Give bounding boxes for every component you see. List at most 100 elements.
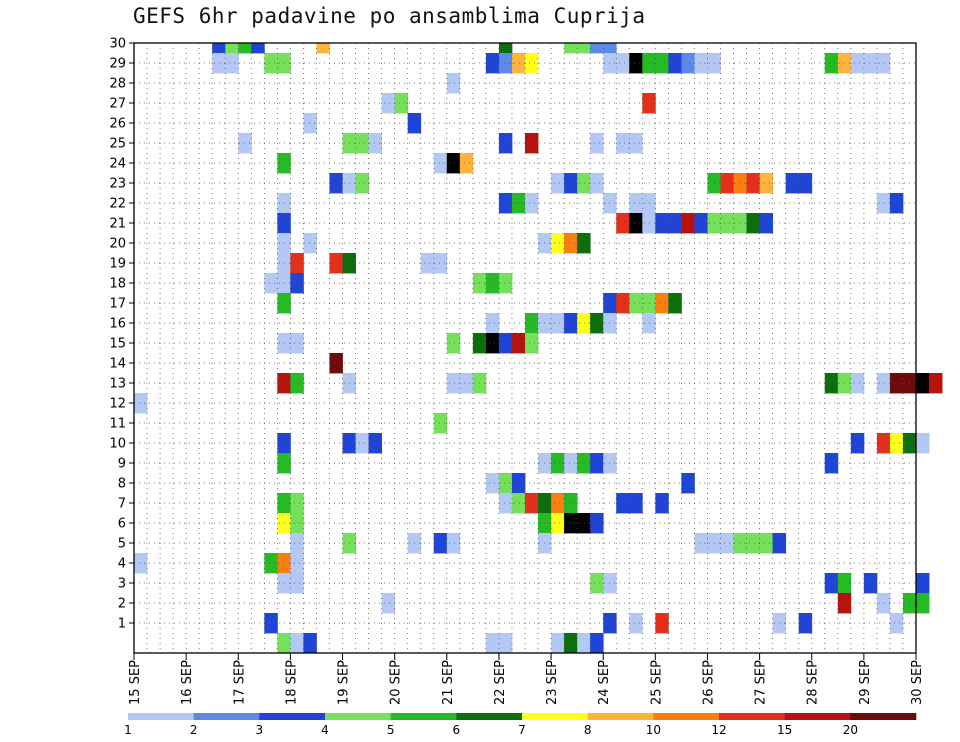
data-cell xyxy=(525,193,539,214)
data-cell xyxy=(616,213,630,234)
colorbar-label: 2 xyxy=(190,723,198,737)
data-cell xyxy=(889,373,904,394)
data-cell xyxy=(694,213,708,234)
data-cell xyxy=(485,473,500,494)
colorbar-label: 8 xyxy=(584,723,592,737)
data-cell xyxy=(459,373,474,394)
data-cell xyxy=(564,233,578,254)
data-cell xyxy=(485,313,500,334)
y-tick-label: 5 xyxy=(118,537,126,552)
data-cell xyxy=(381,593,396,614)
data-cell xyxy=(577,173,591,194)
data-cell xyxy=(290,273,304,294)
colorbar-label: 15 xyxy=(777,723,792,737)
y-tick-label: 7 xyxy=(118,497,126,512)
data-cell xyxy=(329,173,343,194)
y-tick-label: 10 xyxy=(109,437,126,452)
colorbar-label: 10 xyxy=(646,723,661,737)
data-cell xyxy=(850,53,865,74)
y-tick-label: 25 xyxy=(109,137,126,152)
data-cell xyxy=(368,133,383,154)
data-cell xyxy=(290,573,304,594)
data-cell xyxy=(355,173,369,194)
data-cell xyxy=(889,613,904,634)
data-cell xyxy=(329,353,343,374)
y-tick-label: 12 xyxy=(109,397,126,412)
colorbar-swatch xyxy=(850,713,917,720)
data-cell xyxy=(303,633,317,654)
data-cell xyxy=(863,573,878,594)
data-cell xyxy=(498,53,513,74)
colorbar-swatch xyxy=(587,713,654,720)
data-cell xyxy=(694,53,708,74)
data-cell xyxy=(590,43,604,54)
data-cell xyxy=(212,43,226,54)
y-tick-label: 13 xyxy=(109,377,126,392)
data-cell xyxy=(577,633,591,654)
data-cell xyxy=(759,533,774,554)
data-cell xyxy=(824,53,839,74)
data-cell xyxy=(134,553,148,574)
data-cell xyxy=(134,393,148,414)
data-cell xyxy=(655,213,669,234)
data-cell xyxy=(929,373,943,394)
data-cell xyxy=(720,533,734,554)
y-tick-label: 6 xyxy=(118,517,126,532)
data-cell xyxy=(759,213,774,234)
data-cell xyxy=(629,213,643,234)
data-cell xyxy=(498,333,513,354)
y-tick-label: 24 xyxy=(109,157,126,172)
data-cell xyxy=(225,53,239,74)
data-cell xyxy=(433,153,448,174)
data-cell xyxy=(498,633,513,654)
data-cell xyxy=(629,293,643,314)
data-cell xyxy=(564,313,578,334)
colorbar-swatch xyxy=(653,713,720,720)
data-cell xyxy=(564,173,578,194)
y-tick-label: 27 xyxy=(109,97,126,112)
data-cell xyxy=(238,43,252,54)
data-cell xyxy=(290,633,304,654)
data-cell xyxy=(525,313,539,334)
y-tick-label: 8 xyxy=(118,477,126,492)
data-cell xyxy=(616,293,630,314)
data-cell xyxy=(551,633,565,654)
data-cell xyxy=(824,573,839,594)
data-cell xyxy=(264,273,278,294)
data-cell xyxy=(446,333,461,354)
data-cell xyxy=(746,213,760,234)
colorbar-swatch xyxy=(193,713,260,720)
data-cell xyxy=(498,273,513,294)
data-cell xyxy=(629,133,643,154)
data-cell xyxy=(720,213,734,234)
x-tick-label: 17 SEP xyxy=(232,660,247,705)
colorbar-swatch xyxy=(456,713,523,720)
y-tick-label: 14 xyxy=(109,357,126,372)
data-cell xyxy=(616,493,630,514)
data-cell xyxy=(498,473,513,494)
x-tick-label: 29 SEP xyxy=(858,660,873,705)
colorbar-swatch xyxy=(719,713,785,720)
plot-frame xyxy=(133,42,917,654)
y-tick-label: 20 xyxy=(109,237,126,252)
data-cell xyxy=(616,133,630,154)
data-cell xyxy=(733,213,747,234)
y-tick-label: 15 xyxy=(109,337,126,352)
y-tick-label: 17 xyxy=(109,297,126,312)
data-cell xyxy=(668,293,682,314)
data-cell xyxy=(525,53,539,74)
data-cell xyxy=(433,253,448,274)
data-cell xyxy=(733,173,747,194)
data-cell xyxy=(889,433,904,454)
colorbar-label: 20 xyxy=(843,723,858,737)
data-cell xyxy=(577,453,591,474)
data-cell xyxy=(655,493,669,514)
data-cell xyxy=(590,173,604,194)
data-cell xyxy=(551,313,565,334)
data-cell xyxy=(498,493,513,514)
colorbar-swatch xyxy=(390,713,457,720)
data-cell xyxy=(668,213,682,234)
data-cell xyxy=(694,533,708,554)
data-cell xyxy=(498,133,513,154)
